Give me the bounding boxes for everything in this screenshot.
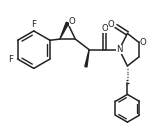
Text: O: O [69,17,75,26]
Text: F: F [31,20,36,29]
Text: O: O [108,20,115,29]
Text: F: F [8,54,13,64]
Text: O: O [140,38,147,47]
Polygon shape [85,50,89,67]
Text: N: N [116,45,122,54]
Polygon shape [60,22,69,39]
Text: O: O [101,24,108,33]
